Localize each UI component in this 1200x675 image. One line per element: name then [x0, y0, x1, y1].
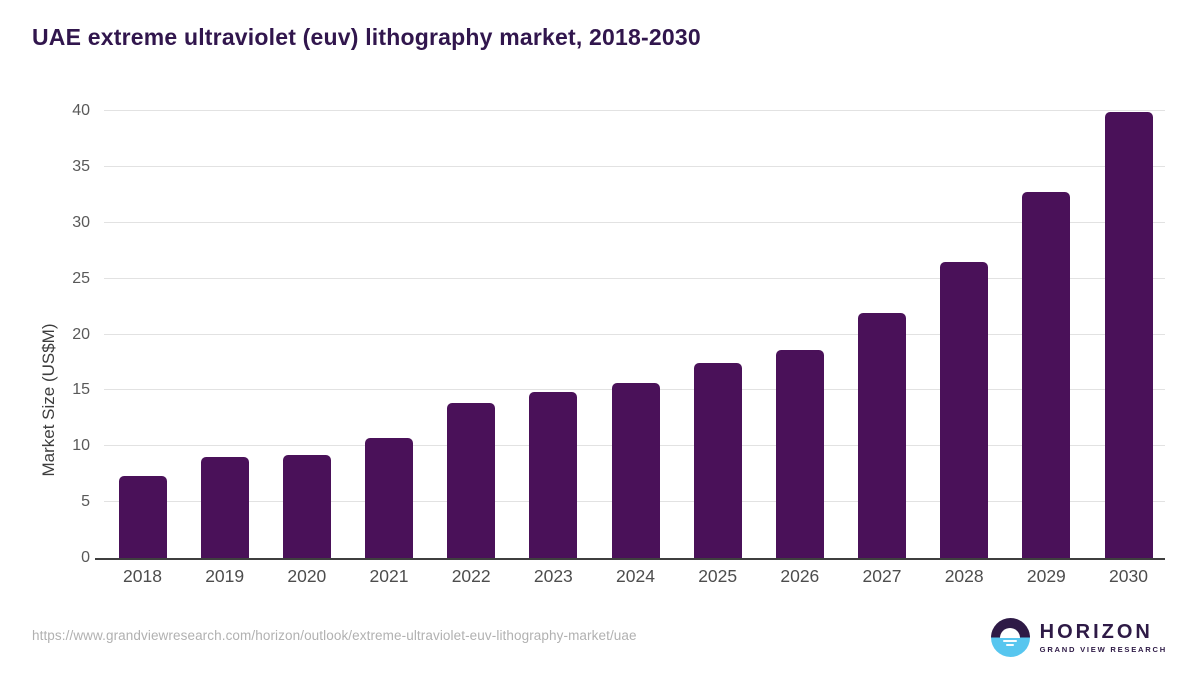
x-tick-label-2027: 2027: [862, 566, 902, 586]
bar-2021: [365, 438, 413, 558]
logo-name: HORIZON: [1039, 620, 1153, 643]
y-axis: Market Size (US$M) 0 5 10 15 20 25 30 35 40: [28, 100, 90, 566]
y-tick-label-35: 35: [72, 158, 90, 176]
sun-shape: [1000, 627, 1021, 638]
bar-2028: [940, 262, 989, 558]
gridline-y-25: [104, 277, 1165, 279]
horizon-sun-icon: [990, 618, 1030, 657]
gridline-y-40: [104, 110, 1165, 112]
page-title: UAE extreme ultraviolet (euv) lithograph…: [32, 24, 701, 50]
y-tick-label-0: 0: [81, 549, 90, 566]
x-tick-label-2020: 2020: [287, 566, 327, 586]
y-tick-label-10: 10: [72, 437, 90, 455]
bar-2022: [447, 402, 496, 558]
gridline-y-35: [104, 166, 1165, 168]
x-tick-label-2028: 2028: [944, 566, 984, 586]
x-tick-label-2024: 2024: [616, 566, 655, 586]
x-tick-label-2025: 2025: [698, 566, 738, 586]
gridline-y-20: [104, 333, 1165, 335]
sun-reflection-line: [1003, 639, 1018, 642]
bar-2027: [858, 313, 906, 558]
y-tick-label-5: 5: [81, 493, 90, 511]
y-tick-label-20: 20: [72, 325, 90, 343]
y-tick-label-30: 30: [72, 213, 90, 231]
x-tick-label-2029: 2029: [1026, 566, 1066, 586]
x-tick-label-2021: 2021: [369, 566, 409, 586]
bar-2020: [282, 455, 331, 558]
bar-2018: [118, 476, 167, 558]
logo-subtitle: GRAND VIEW RESEARCH: [1039, 644, 1167, 654]
y-tick-label-15: 15: [72, 381, 90, 399]
source-url: https://www.grandviewresearch.com/horizo…: [32, 628, 637, 643]
horizon-logo: HORIZON GRAND VIEW RESEARCH: [990, 618, 1167, 657]
x-tick-label-2023: 2023: [533, 566, 573, 586]
bar-2029: [1022, 191, 1071, 558]
gridline-y-30: [104, 221, 1165, 223]
bar-2024: [611, 382, 660, 558]
bar-2030: [1104, 112, 1153, 558]
horizon-logo-text: HORIZON GRAND VIEW RESEARCH: [1040, 622, 1167, 654]
plot-area: [95, 100, 1165, 560]
x-tick-label-2022: 2022: [451, 566, 491, 586]
bar-2023: [529, 391, 578, 558]
x-axis: 2018 2019 2020 2021 2022 2023 2024 2025 2026 2027…: [95, 566, 1165, 592]
bar-2026: [775, 350, 824, 558]
x-tick-label-2030: 2030: [1109, 566, 1148, 586]
y-tick-label-40: 40: [72, 102, 90, 120]
x-tick-label-2026: 2026: [780, 566, 820, 586]
x-tick-label-2018: 2018: [123, 566, 162, 586]
y-tick-label-25: 25: [72, 269, 90, 287]
bar-2025: [693, 362, 742, 558]
bar-2019: [200, 457, 249, 558]
sun-reflection-line: [1006, 644, 1015, 646]
x-tick-label-2019: 2019: [205, 566, 245, 586]
